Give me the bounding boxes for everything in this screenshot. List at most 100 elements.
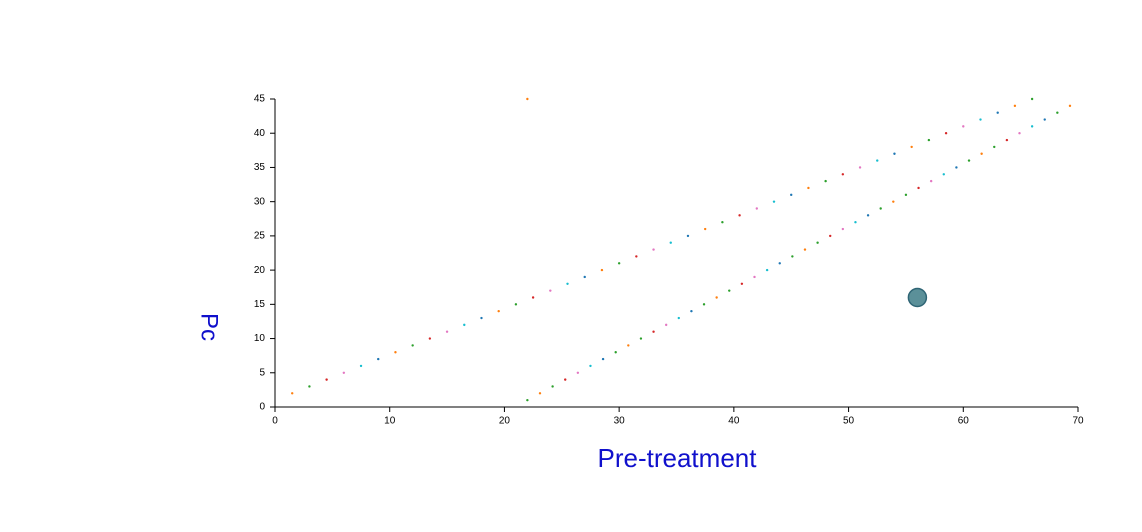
- y-tick-label: 0: [259, 402, 265, 413]
- point: [721, 221, 724, 224]
- point: [967, 159, 971, 162]
- point: [962, 125, 965, 128]
- point: [753, 275, 756, 279]
- x-tick-label: 10: [384, 416, 396, 427]
- point: [1013, 104, 1017, 108]
- point: [614, 351, 617, 354]
- point: [1030, 97, 1034, 101]
- point: [617, 262, 621, 265]
- y-tick-label: 20: [254, 265, 266, 276]
- point: [411, 344, 414, 347]
- point: [428, 337, 432, 340]
- point: [690, 309, 693, 313]
- point: [929, 179, 933, 183]
- point: [738, 214, 741, 217]
- point: [564, 378, 567, 381]
- x-tick-label: 0: [272, 416, 278, 427]
- point: [728, 289, 731, 292]
- point: [1043, 118, 1046, 121]
- point: [1005, 138, 1009, 142]
- point: [463, 323, 466, 327]
- point: [1030, 125, 1034, 128]
- y-tick-label: 30: [254, 196, 266, 207]
- y-axis-label: Pc: [196, 313, 223, 341]
- x-tick-label: 70: [1072, 416, 1084, 427]
- point: [652, 248, 655, 251]
- point: [566, 282, 569, 285]
- point: [740, 282, 744, 285]
- point: [866, 214, 870, 217]
- point: [841, 227, 845, 231]
- point: [904, 193, 908, 197]
- point: [927, 138, 931, 142]
- point: [1068, 104, 1072, 108]
- point: [858, 166, 862, 169]
- point: [993, 145, 996, 149]
- point: [790, 193, 793, 197]
- point: [549, 289, 552, 292]
- point: [526, 97, 529, 101]
- point: [600, 268, 604, 272]
- y-tick-label: 45: [254, 94, 266, 105]
- point: [664, 323, 668, 327]
- point: [702, 303, 706, 306]
- point: [583, 275, 586, 279]
- point: [686, 234, 690, 238]
- point: [1056, 111, 1059, 114]
- point: [917, 186, 920, 190]
- point: [627, 344, 630, 347]
- point: [715, 296, 718, 299]
- point: [342, 371, 346, 374]
- point: [824, 179, 827, 183]
- point: [291, 392, 294, 395]
- point: [445, 330, 449, 333]
- point: [538, 392, 542, 395]
- point: [359, 364, 363, 368]
- point: [979, 118, 982, 121]
- point: [829, 234, 832, 238]
- point: [551, 385, 554, 388]
- point: [955, 166, 958, 169]
- point: [803, 248, 807, 251]
- point: [526, 398, 529, 402]
- y-tick-label: 40: [254, 128, 266, 139]
- x-tick-label: 20: [499, 416, 511, 427]
- x-tick-label: 50: [843, 416, 855, 427]
- y-tick-label: 15: [254, 299, 266, 310]
- point: [377, 357, 380, 361]
- point: [876, 159, 879, 162]
- point: [893, 152, 896, 155]
- point: [635, 255, 638, 258]
- x-axis-label: Pre-treatment: [598, 443, 758, 473]
- point: [677, 316, 680, 320]
- point: [807, 186, 810, 190]
- point: [497, 309, 500, 313]
- point: [755, 207, 758, 210]
- point: [892, 200, 895, 203]
- y-tick-label: 25: [254, 231, 266, 242]
- point: [791, 255, 794, 258]
- point: [772, 200, 776, 203]
- point: [765, 268, 769, 272]
- point: [907, 287, 928, 308]
- point: [980, 152, 983, 155]
- point: [669, 241, 672, 244]
- point: [879, 207, 882, 210]
- point: [910, 145, 913, 149]
- point: [480, 316, 483, 320]
- point: [514, 303, 518, 306]
- point: [639, 337, 643, 340]
- point: [816, 241, 819, 244]
- point: [394, 351, 397, 354]
- y-tick-label: 5: [259, 367, 265, 378]
- point: [652, 330, 655, 333]
- point: [325, 378, 328, 381]
- point: [1018, 132, 1021, 135]
- x-tick-label: 60: [958, 416, 970, 427]
- point: [703, 227, 707, 231]
- point: [589, 364, 592, 368]
- point: [576, 371, 580, 374]
- point: [601, 357, 605, 361]
